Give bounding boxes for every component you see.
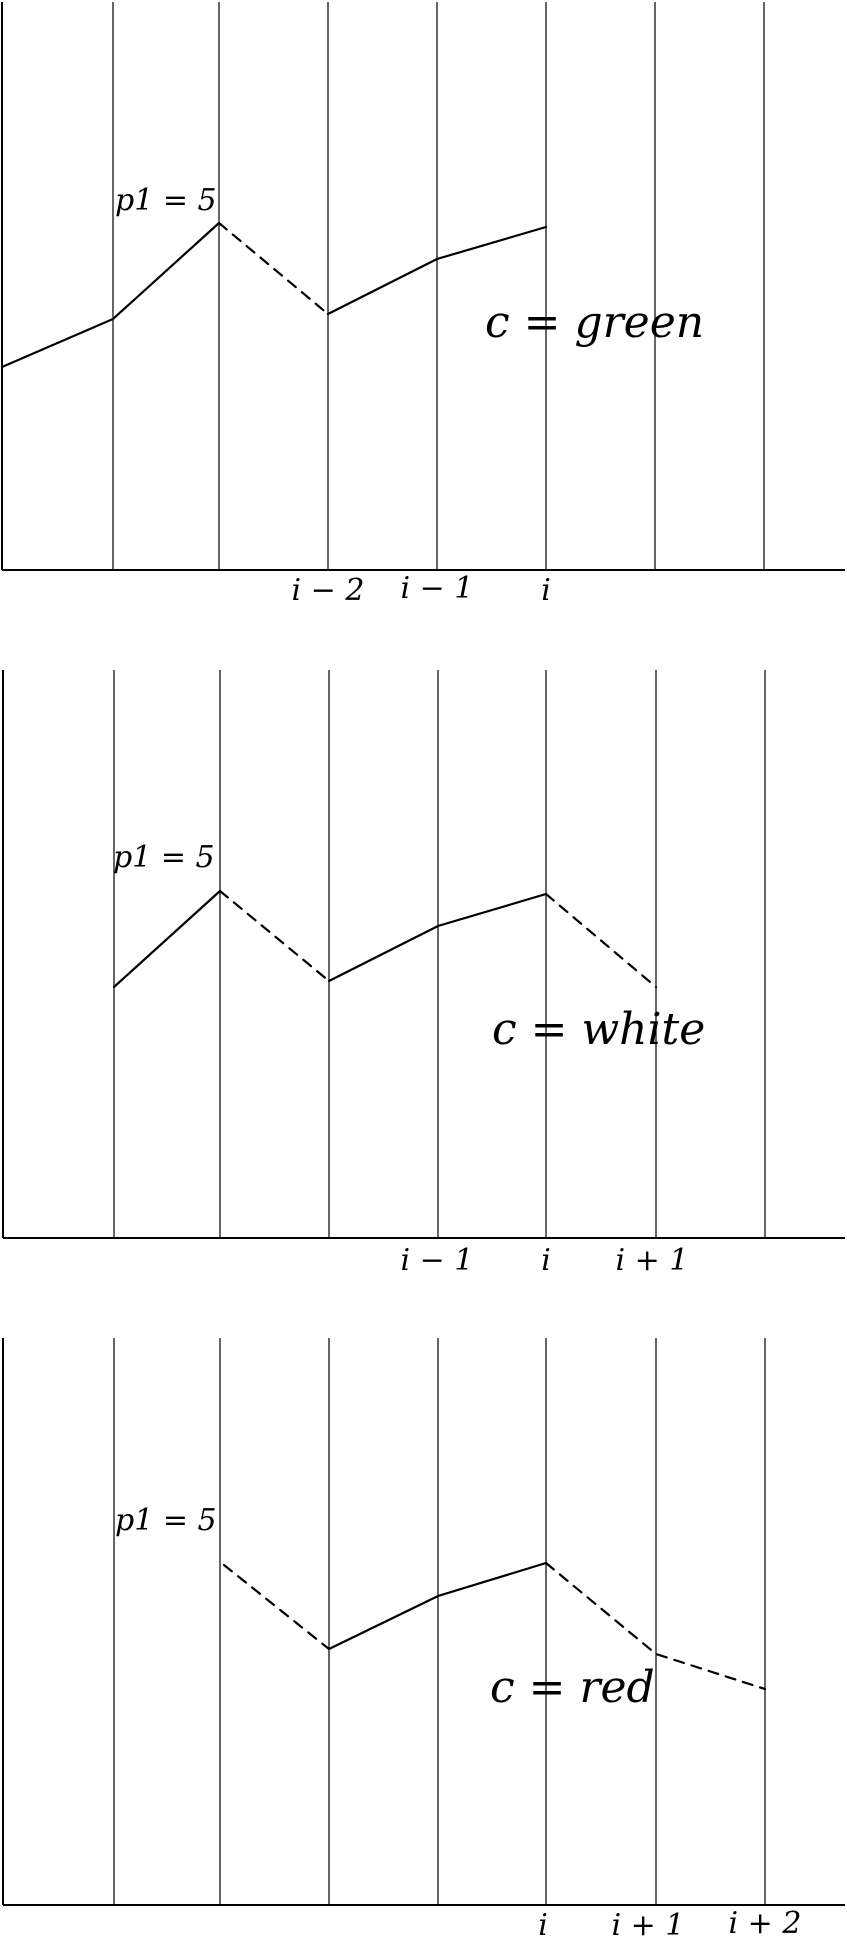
panel-2-tick-label: i <box>541 1243 551 1278</box>
panel-2-p1-label: p1 = 5 <box>113 840 215 875</box>
panel-3-dashed-path-right <box>544 1561 767 1691</box>
panel-2-solid-path-right <box>327 892 548 983</box>
panel-1-tick-label: i <box>541 573 551 608</box>
panel-3-p1-label: p1 = 5 <box>115 1503 217 1538</box>
panel-3-tick-label: i + 1 <box>612 1908 685 1939</box>
panel-1-solid-path-left <box>0 221 221 369</box>
panel-3-tick-label: i + 2 <box>729 1906 802 1939</box>
panel-3-tick-label: i <box>538 1908 548 1939</box>
panel-3-c-label: c = red <box>490 1662 655 1713</box>
panel-3-solid-path <box>327 1561 548 1651</box>
panel-3-dashed-segment-left <box>222 1563 331 1651</box>
panel-3: p1 = 5 c = red i i + 1 i + 2 <box>2 1338 845 1939</box>
panel-2-dashed-segment-right <box>544 892 658 989</box>
panel-1-tick-label: i − 1 <box>401 571 474 606</box>
panel-2-tick-label: i + 1 <box>616 1243 689 1278</box>
panel-2-dashed-segment-left <box>218 889 331 983</box>
panel-1-dashed-segment <box>217 221 330 316</box>
panel-2: p1 = 5 c = white i − 1 i i + 1 <box>2 670 845 1278</box>
panel-1-c-label: c = green <box>485 297 704 348</box>
panel-1-tick-label: i − 2 <box>292 573 365 608</box>
panel-2-solid-segment-left <box>112 889 222 989</box>
panel-2-c-label: c = white <box>492 1004 705 1055</box>
panel-2-tick-label: i − 1 <box>401 1243 474 1278</box>
panel-1-solid-path-right <box>326 225 548 316</box>
panel-1: p1 = 5 c = green i − 2 i − 1 i <box>0 2 845 608</box>
panel-1-p1-label: p1 = 5 <box>115 183 217 218</box>
